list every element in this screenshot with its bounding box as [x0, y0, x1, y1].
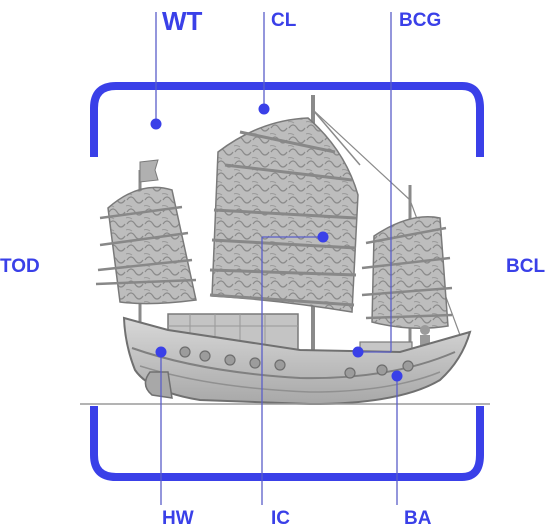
label-bcg: BCG [399, 10, 441, 31]
dot-ba [391, 370, 403, 382]
label-cl: CL [271, 10, 297, 31]
ship-illustration [80, 95, 490, 406]
callout-lines [155, 12, 398, 505]
dot-bcg [352, 346, 364, 358]
frame-brackets [90, 82, 484, 481]
label-wt: WT [162, 6, 203, 36]
label-ic: IC [271, 508, 290, 529]
dot-hw [155, 346, 167, 358]
dot-cl [258, 103, 270, 115]
label-tod: TOD [0, 256, 40, 277]
callout-dots [150, 103, 403, 382]
bracket-top-left [90, 82, 484, 157]
mizzen-sail [107, 186, 197, 305]
flag [139, 159, 159, 183]
label-hw: HW [162, 508, 194, 529]
bracket-bottom [90, 406, 484, 481]
label-ba: BA [404, 508, 432, 529]
dot-ic [317, 231, 329, 243]
rudder [144, 371, 173, 399]
dot-wt [150, 118, 162, 130]
label-bcl: BCL [506, 256, 545, 277]
